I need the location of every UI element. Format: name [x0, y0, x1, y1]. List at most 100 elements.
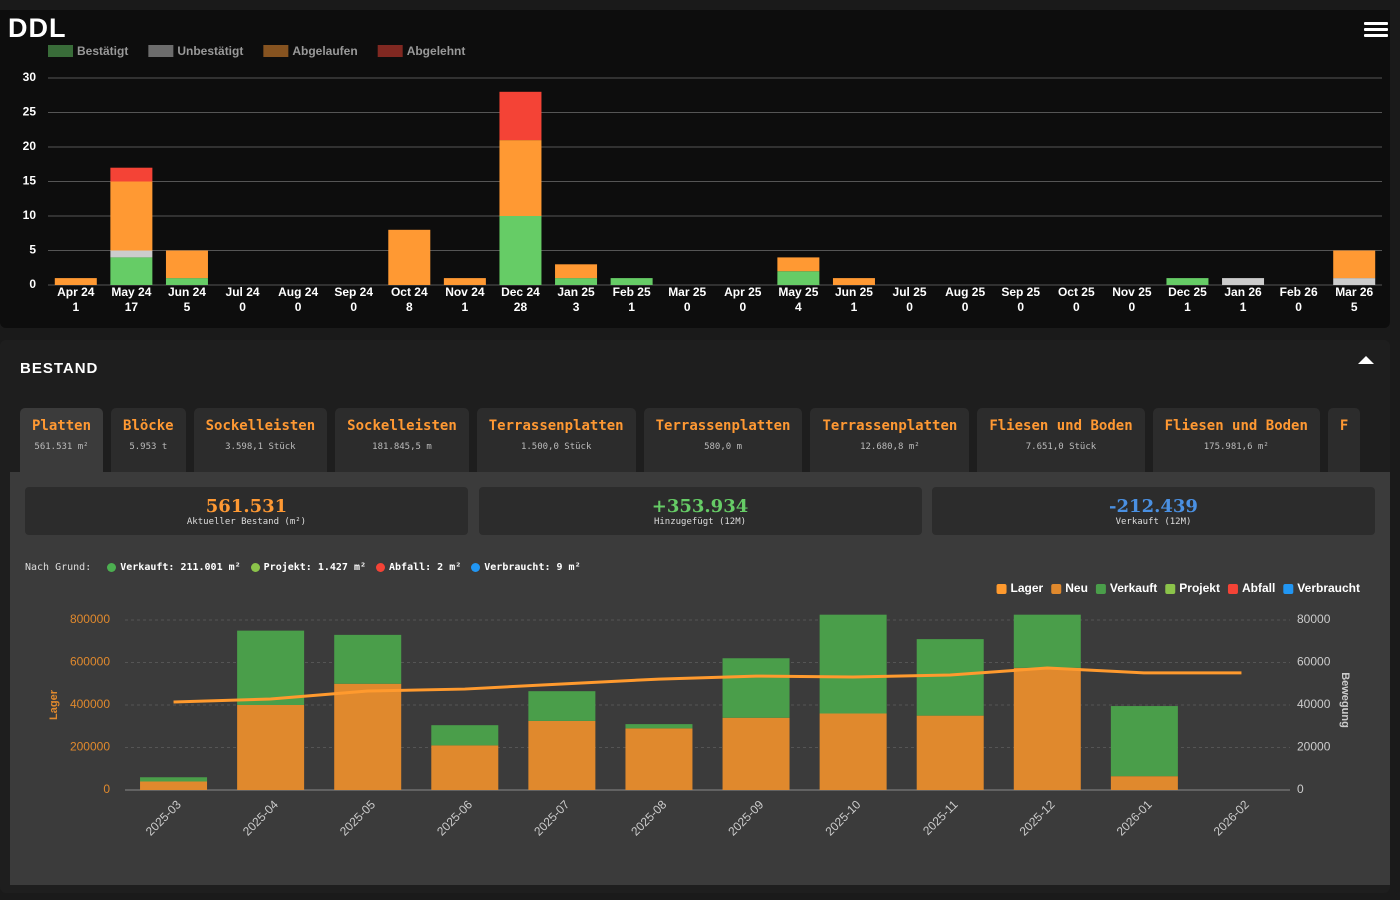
x-tick-label: Dec 25: [1168, 285, 1207, 299]
breakdown-item: Abfall: 2 m²: [376, 562, 461, 573]
bar-segment: [165, 250, 208, 279]
bar-segment: [165, 278, 208, 285]
bar-segment: [610, 278, 653, 285]
total-label: 1: [72, 300, 79, 314]
x-tick-label: Feb 26: [1280, 285, 1318, 299]
stat-card: +353.934 Hinzugefügt (12M): [478, 487, 922, 535]
bar-segment: [54, 278, 97, 285]
stat-value: 561.531: [205, 496, 288, 517]
total-label: 0: [962, 300, 969, 314]
tab[interactable]: Sockelleisten 3.598,1 Stück: [193, 408, 328, 472]
legend-swatch: [263, 45, 289, 57]
x-tick-label: Jul 24: [226, 285, 260, 299]
tab-amount: 175.981,6 m²: [1203, 442, 1269, 452]
x-tick-label: Feb 25: [613, 285, 651, 299]
tab-amount: 561.531 m²: [34, 442, 89, 452]
stat-label: Aktueller Bestand (m²): [186, 517, 307, 527]
total-label: 4: [795, 300, 802, 314]
y-tick-label: 5: [29, 243, 36, 257]
tab-name: Sockelleisten: [205, 418, 316, 434]
breakdown-item: Projekt: 1.427 m²: [250, 562, 367, 573]
breakdown-dot: [471, 563, 481, 572]
x-tick-label: Aug 24: [278, 285, 318, 299]
tab[interactable]: Fliesen und Boden 7.651,0 Stück: [977, 408, 1145, 472]
menu-button[interactable]: [1364, 22, 1388, 38]
breakdown-dot: [376, 563, 386, 572]
tab-name: Fliesen und Boden: [989, 418, 1133, 434]
legend-label: Abgelaufen: [292, 44, 357, 58]
bar-segment: [555, 278, 598, 285]
breakdown: Nach Grund: Verkauft: 211.001 m² Projekt: …: [25, 562, 581, 573]
total-label: 0: [1129, 300, 1136, 314]
breakdown-label: Nach Grund:: [25, 562, 92, 573]
x-tick-label: Oct 25: [1058, 285, 1095, 299]
tab[interactable]: Terrassenplatten 1.500,0 Stück: [476, 408, 636, 472]
y-tick-label: 15: [23, 174, 37, 188]
tab-amount: 7.651,0 Stück: [1025, 442, 1097, 452]
x-tick-label: Jun 25: [835, 285, 873, 299]
tab-bar: Platten 561.531 m² Blöcke 5.953 t Sockelleis…: [20, 408, 1390, 472]
tab-amount: 580,0 m: [704, 442, 742, 452]
bar-segment: [1333, 250, 1376, 279]
breakdown-text: Verbraucht: 9 m²: [484, 562, 581, 573]
tab[interactable]: Fliesen und Boden 175.981,6 m²: [1152, 408, 1320, 472]
bar-segment: [777, 257, 820, 272]
total-label: 1: [462, 300, 469, 314]
tab-name: Terrassenplatten: [822, 418, 958, 434]
bar-segment: [110, 257, 153, 285]
tab[interactable]: Terrassenplatten 580,0 m: [643, 408, 803, 472]
bar-segment: [832, 278, 875, 285]
total-label: 0: [739, 300, 746, 314]
app-title: DDL: [8, 13, 67, 43]
stat-value: +353.934: [651, 496, 749, 517]
bar-segment: [388, 229, 431, 285]
bar-segment: [499, 91, 542, 141]
stat-value: -212.439: [1109, 496, 1198, 517]
total-label: 28: [514, 300, 528, 314]
total-label: 0: [350, 300, 357, 314]
tab-name: Blöcke: [123, 418, 174, 434]
x-tick-label: Mar 26: [1335, 285, 1373, 299]
total-label: 0: [1017, 300, 1024, 314]
bar-segment: [777, 271, 820, 285]
stat-card: 561.531 Aktueller Bestand (m²): [25, 487, 468, 535]
x-tick-label: May 25: [778, 285, 818, 299]
tab-amount: 3.598,1 Stück: [225, 442, 296, 452]
legend-swatch: [377, 45, 403, 57]
x-tick-label: Mar 25: [668, 285, 706, 299]
tab-amount: 1.500,0 Stück: [520, 442, 592, 452]
y-tick-label: 30: [23, 70, 37, 84]
total-label: 5: [184, 300, 191, 314]
total-label: 0: [906, 300, 913, 314]
y-tick-label: 25: [23, 105, 37, 119]
x-tick-label: Jul 25: [893, 285, 927, 299]
total-label: 1: [851, 300, 858, 314]
tab[interactable]: F: [1327, 408, 1361, 472]
tab[interactable]: Sockelleisten 181.845,5 m: [335, 408, 469, 472]
tab[interactable]: Blöcke 5.953 t: [111, 408, 186, 472]
x-tick-label: Sep 24: [334, 285, 373, 299]
breakdown-text: Projekt: 1.427 m²: [263, 562, 367, 573]
legend-swatch: [148, 45, 174, 57]
tab[interactable]: Platten 561.531 m²: [20, 408, 104, 472]
breakdown-text: Verkauft: 211.001 m²: [120, 562, 241, 573]
tab[interactable]: Terrassenplatten 12.680,8 m²: [810, 408, 970, 472]
bar-segment: [443, 278, 486, 285]
total-label: 0: [239, 300, 246, 314]
breakdown-item: Verbraucht: 9 m²: [471, 562, 581, 573]
tab-name: F: [1339, 418, 1349, 434]
tab-name: Fliesen und Boden: [1164, 418, 1308, 434]
x-tick-label: Dec 24: [501, 285, 540, 299]
x-tick-label: Jan 26: [1224, 285, 1262, 299]
total-label: 1: [628, 300, 635, 314]
stat-card: -212.439 Verkauft (12M): [932, 487, 1375, 535]
tab-amount: 181.845,5 m: [372, 442, 432, 452]
tab-amount: 5.953 t: [129, 442, 168, 452]
breakdown-dot: [107, 563, 117, 572]
tab-name: Terrassenplatten: [655, 418, 791, 434]
x-tick-label: Nov 24: [445, 285, 485, 299]
collapse-button[interactable]: [1358, 356, 1374, 364]
tab-amount: 12.680,8 m²: [860, 442, 920, 452]
x-tick-label: Aug 25: [945, 285, 985, 299]
